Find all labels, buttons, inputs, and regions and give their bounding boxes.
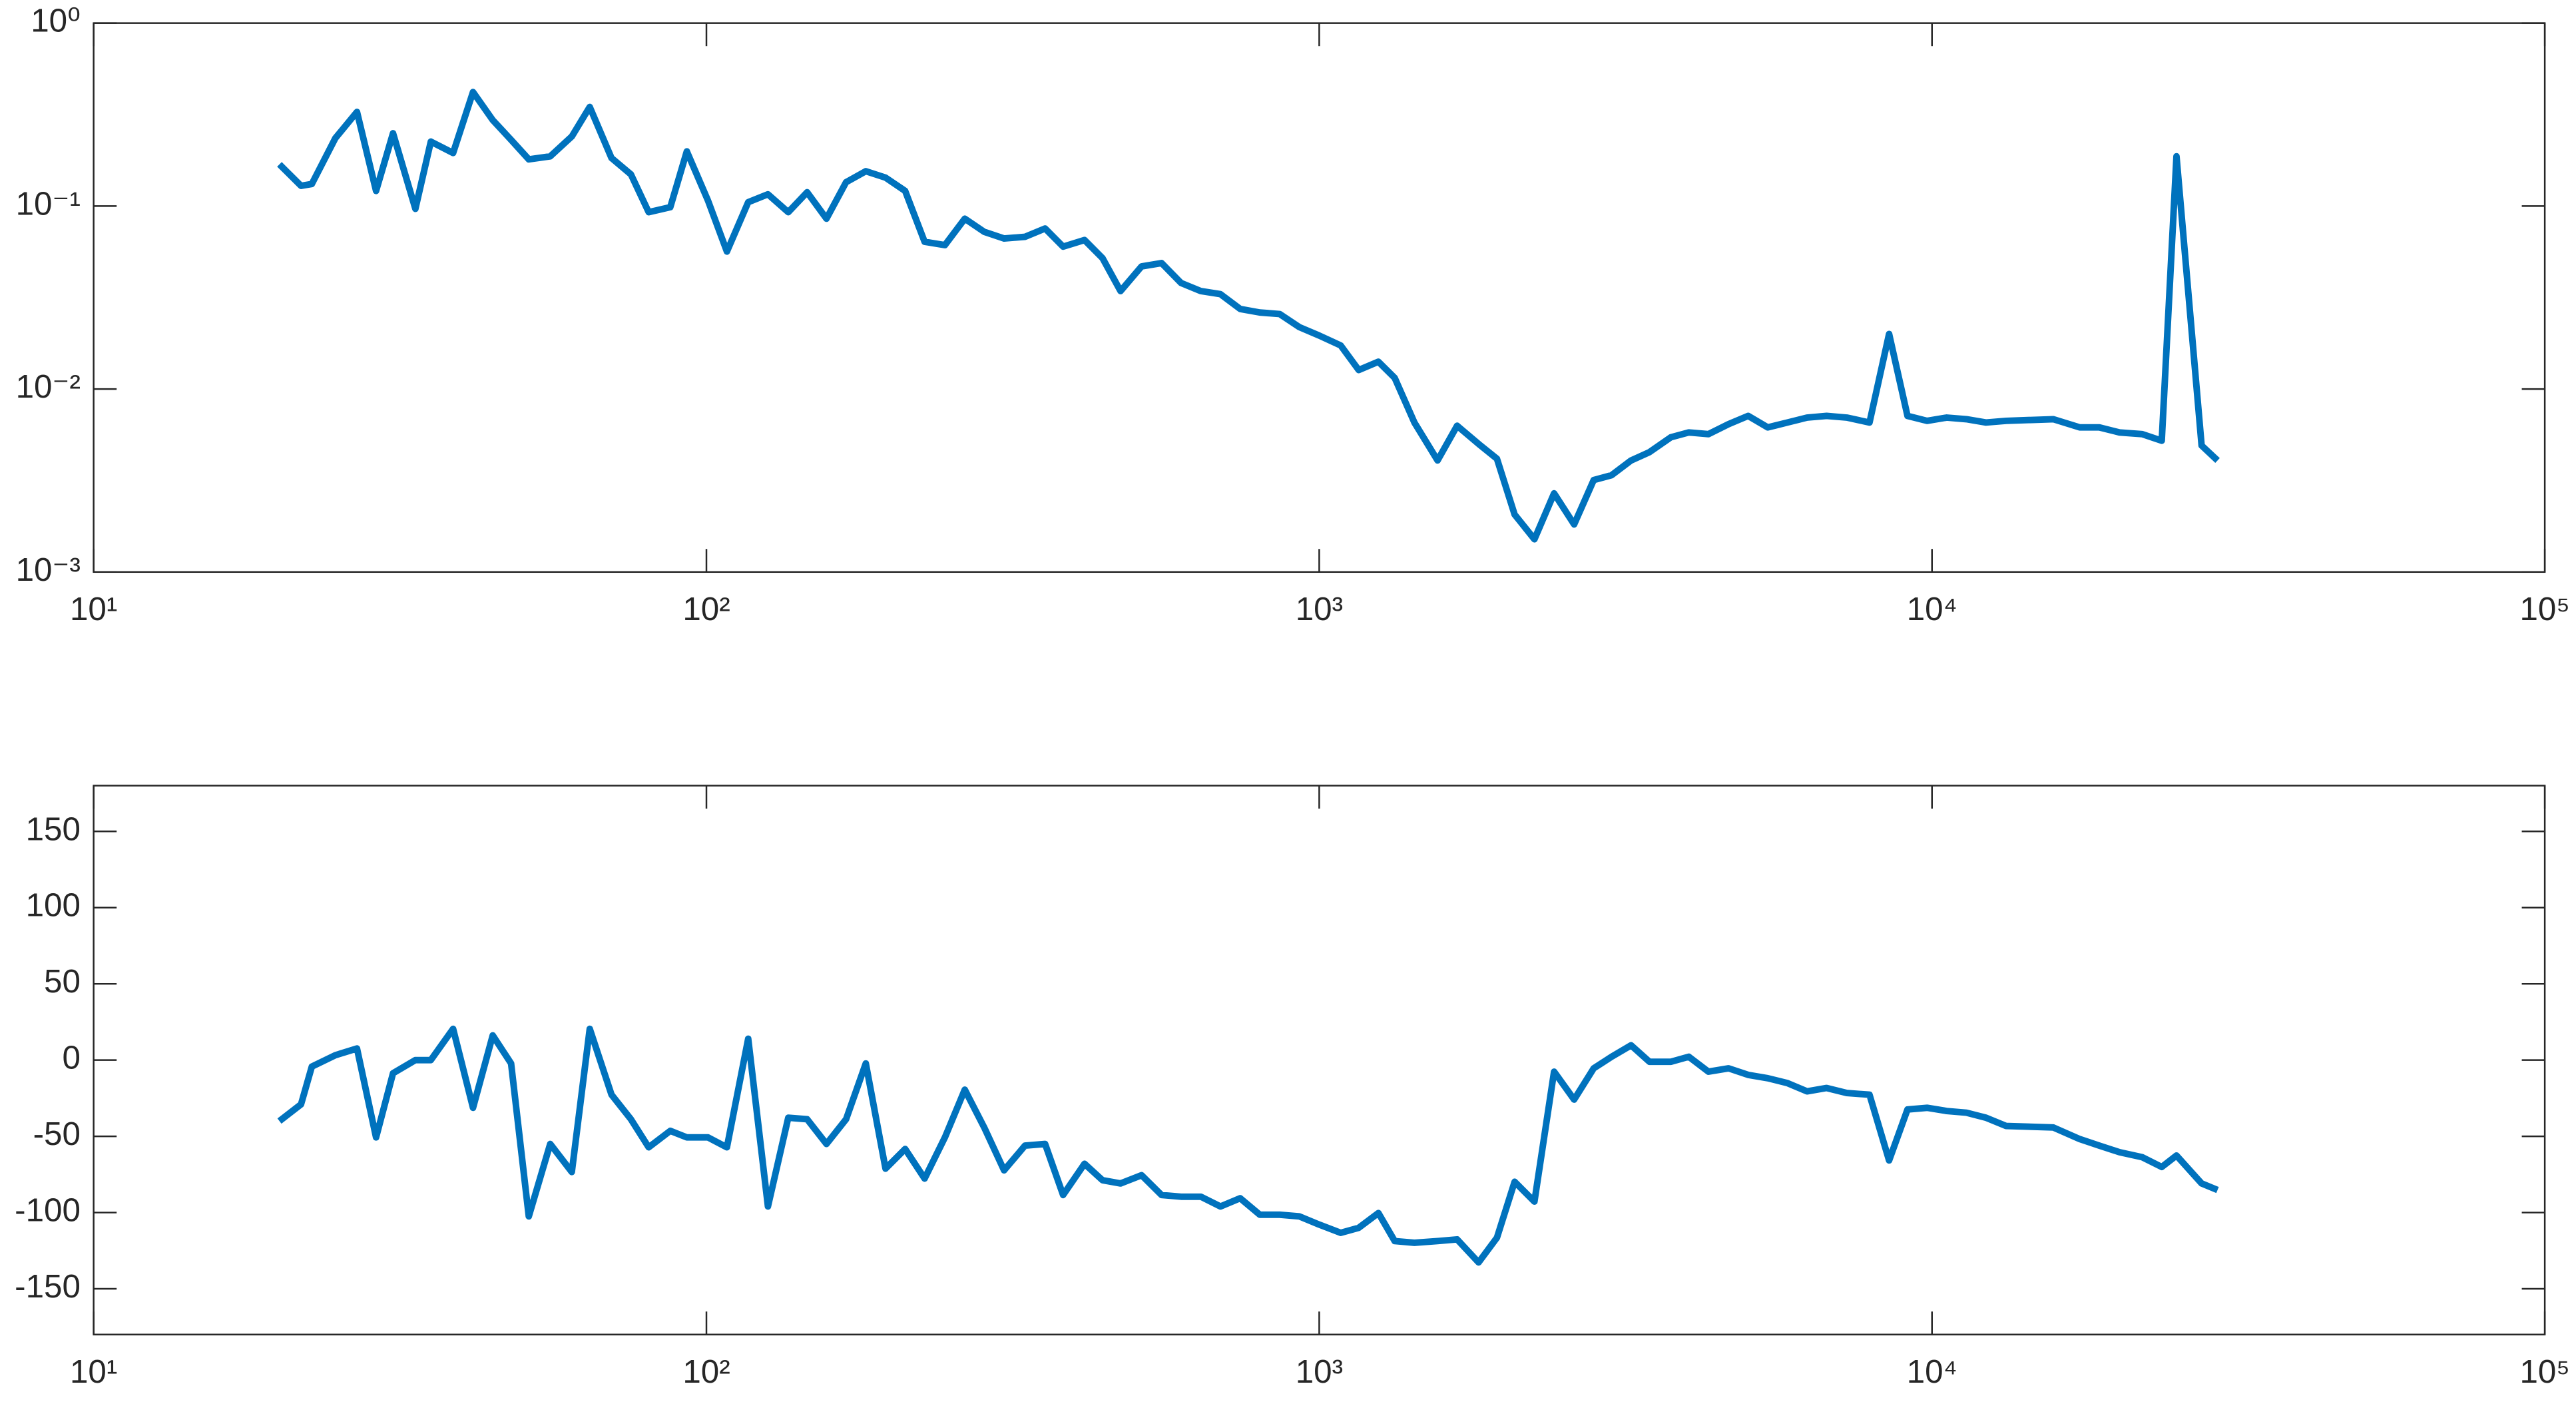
y-tick-label: 50: [44, 963, 81, 1000]
x-tick-label: 10⁵: [2519, 1353, 2569, 1390]
data-line: [277, 89, 2220, 543]
x-tick-label: 10⁴: [1907, 1353, 1957, 1390]
y-tick-label: 0: [62, 1040, 80, 1076]
x-tick-label: 10²: [682, 591, 730, 627]
y-tick-label: 10⁻²: [16, 368, 81, 405]
x-tick-label: 10⁴: [1907, 591, 1957, 627]
data-line: [277, 1025, 2219, 1266]
x-tick-label: 10¹: [70, 591, 117, 627]
y-tick-label: -100: [15, 1192, 81, 1229]
y-tick-label: 10⁻³: [16, 551, 81, 588]
y-tick-label: 100: [26, 887, 81, 924]
y-tick-label: -50: [33, 1116, 81, 1152]
axes-box: [93, 22, 2546, 573]
x-tick-label: 10³: [1296, 1353, 1343, 1390]
x-tick-label: 10¹: [70, 1353, 117, 1390]
x-tick-label: 10³: [1296, 591, 1343, 627]
x-tick-label: 10⁵: [2519, 591, 2569, 627]
y-tick-label: 150: [26, 811, 81, 847]
x-tick-label: 10²: [682, 1353, 730, 1390]
y-tick-label: 10⁻¹: [16, 185, 81, 222]
y-tick-label: 10⁰: [31, 3, 81, 39]
y-tick-label: -150: [15, 1268, 81, 1305]
